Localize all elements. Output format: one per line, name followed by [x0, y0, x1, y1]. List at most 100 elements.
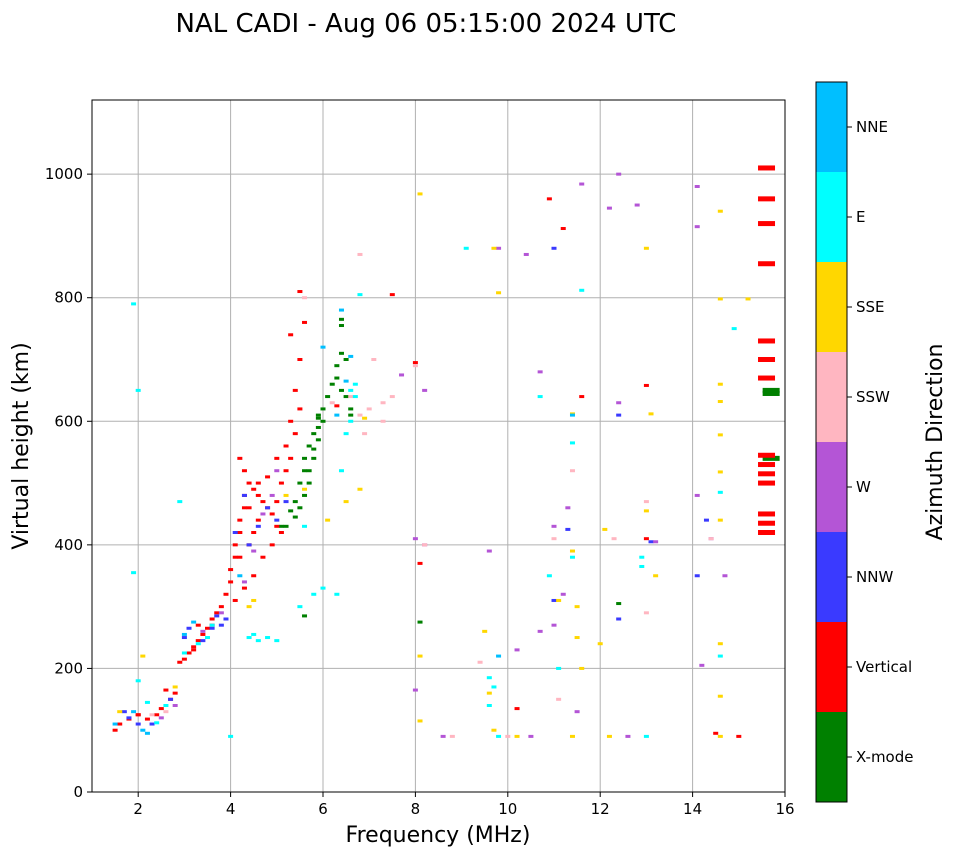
colorbar-tick-label: SSE	[856, 298, 885, 316]
data-point	[315, 438, 321, 442]
data-point	[315, 413, 321, 417]
data-point	[209, 617, 215, 621]
data-point	[149, 722, 155, 726]
data-point	[297, 358, 303, 361]
data-point	[334, 404, 340, 408]
data-point	[168, 697, 174, 701]
data-point	[292, 515, 298, 519]
data-point	[278, 481, 284, 485]
data-point	[320, 345, 326, 349]
data-point	[237, 555, 243, 559]
data-point	[648, 540, 654, 544]
y-tick-label: 600	[54, 412, 83, 430]
data-point	[195, 642, 201, 646]
data-point	[200, 629, 206, 633]
data-point	[306, 469, 312, 473]
data-point	[399, 373, 405, 377]
data-point	[302, 456, 308, 460]
data-point	[417, 654, 423, 658]
data-point	[288, 456, 294, 460]
series-e	[131, 246, 737, 738]
data-point	[758, 530, 776, 535]
data-point	[758, 480, 776, 486]
data-point	[260, 512, 266, 516]
data-point	[717, 654, 723, 658]
data-point	[579, 666, 585, 670]
data-point	[274, 456, 280, 460]
data-point	[200, 632, 206, 636]
data-point	[232, 598, 238, 602]
data-point	[611, 537, 617, 541]
data-point	[616, 172, 622, 176]
data-point	[565, 527, 571, 531]
data-point	[338, 324, 344, 328]
data-point	[283, 444, 289, 448]
colorbar-tick-label: NNW	[856, 568, 893, 586]
data-point	[251, 598, 257, 602]
data-point	[574, 710, 580, 714]
x-axis-ticks: 2 4 6 8 10 12 14 16	[133, 792, 795, 818]
data-point	[717, 470, 723, 474]
data-point	[232, 531, 238, 534]
data-point	[643, 537, 649, 541]
data-point	[237, 518, 243, 522]
data-point	[537, 395, 543, 399]
data-point	[135, 679, 141, 683]
data-point	[758, 338, 776, 344]
data-point	[713, 731, 719, 735]
data-point	[265, 506, 271, 510]
colorbar-segment	[816, 442, 847, 532]
data-point	[223, 592, 229, 596]
data-point	[288, 509, 294, 513]
data-point	[241, 506, 247, 510]
data-point	[311, 456, 317, 460]
data-point	[126, 716, 132, 720]
colorbar-tick-label: X-mode	[856, 748, 913, 766]
data-point	[144, 700, 150, 704]
data-point	[214, 611, 220, 615]
data-point	[422, 388, 428, 392]
data-point	[343, 379, 349, 383]
data-point	[639, 555, 645, 559]
data-point	[338, 388, 344, 392]
data-point	[653, 574, 659, 578]
data-point	[717, 694, 723, 698]
data-point	[255, 518, 261, 522]
data-point	[255, 493, 261, 497]
data-point	[283, 524, 289, 528]
data-point	[302, 320, 308, 324]
data-point	[117, 722, 123, 726]
data-point	[292, 500, 298, 504]
colorbar-segment	[816, 622, 847, 712]
data-point	[380, 419, 386, 423]
data-point	[758, 261, 776, 267]
data-point	[246, 506, 252, 510]
data-point	[334, 376, 340, 380]
grid-lines	[92, 100, 785, 792]
data-point	[343, 358, 349, 361]
data-point	[228, 580, 234, 584]
data-point	[551, 246, 557, 250]
data-point	[758, 221, 776, 227]
data-point	[181, 632, 187, 636]
data-point	[241, 493, 247, 497]
data-point	[606, 206, 612, 210]
data-point	[292, 432, 298, 436]
data-point	[269, 512, 275, 516]
colorbar-segment	[816, 712, 847, 802]
x-tick-label: 6	[318, 800, 328, 818]
series-ssw	[149, 252, 714, 738]
data-point	[246, 543, 252, 547]
data-point	[643, 246, 649, 250]
data-point	[163, 688, 169, 692]
data-point	[574, 636, 580, 640]
data-point	[569, 441, 575, 445]
data-point	[560, 592, 566, 596]
colorbar-segment	[816, 532, 847, 622]
data-point	[699, 663, 705, 667]
data-point	[288, 419, 294, 423]
data-point	[154, 721, 160, 725]
data-point	[417, 620, 423, 624]
data-point	[131, 571, 137, 575]
